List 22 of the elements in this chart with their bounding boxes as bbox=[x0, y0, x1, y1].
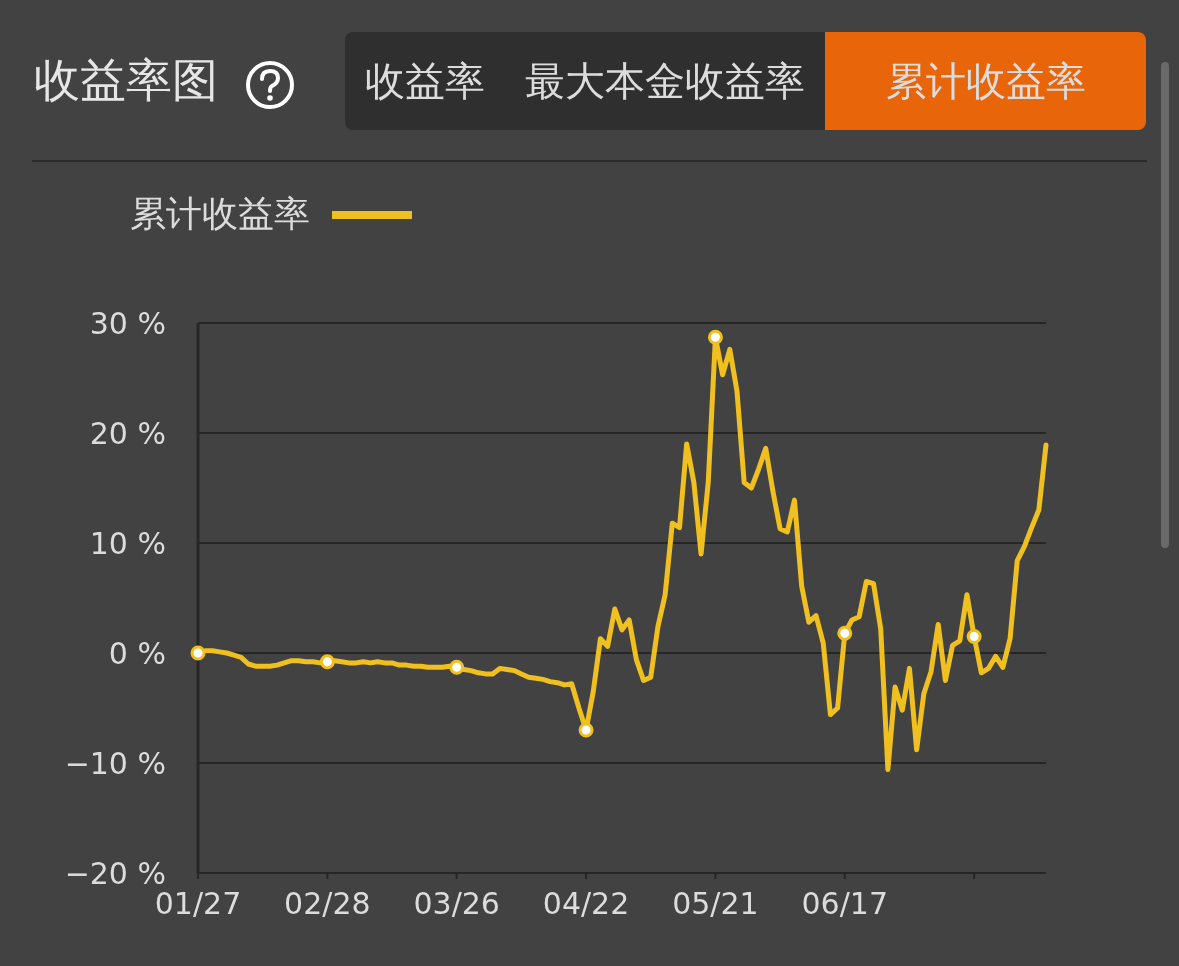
x-tick-label: 05/21 bbox=[672, 886, 759, 922]
y-tick-label: 10 % bbox=[89, 525, 166, 561]
point bbox=[190, 645, 206, 661]
point bbox=[707, 329, 723, 345]
text: 累计收益率 bbox=[825, 32, 1146, 130]
point bbox=[578, 722, 594, 738]
legend-label: 累计收益率 bbox=[130, 192, 310, 236]
y-tick-label: 0 % bbox=[108, 635, 166, 671]
x-tick-label: 06/17 bbox=[801, 886, 889, 922]
point bbox=[837, 625, 853, 641]
y-tick-label: −10 % bbox=[64, 745, 166, 781]
chart-title: 收益率图 bbox=[34, 52, 218, 108]
point bbox=[966, 629, 982, 644]
y-tick-label: 30 % bbox=[89, 305, 166, 341]
point bbox=[319, 654, 335, 670]
text: 最大本金收益率 bbox=[524, 56, 806, 106]
point bbox=[449, 659, 465, 675]
text: 收益率 bbox=[364, 56, 486, 106]
x-tick-label: 03/26 bbox=[413, 886, 500, 922]
y-tick-label: 20 % bbox=[89, 415, 166, 451]
x-tick-label: 02/28 bbox=[284, 886, 371, 922]
x-tick-label: 04/22 bbox=[542, 886, 630, 922]
